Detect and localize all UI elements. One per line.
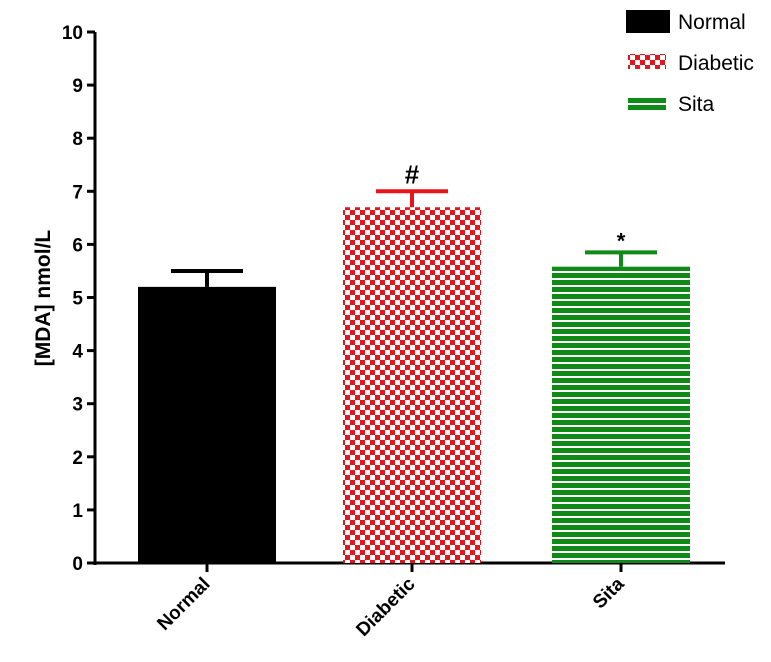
bar-diabetic [343, 207, 481, 564]
legend-label-normal: Normal [678, 11, 746, 34]
y-tick-label: 4 [72, 342, 83, 363]
legend-label-sita: Sita [678, 93, 715, 116]
category-labels-group: Normal Diabetic Sita [153, 573, 628, 640]
category-label-normal: Normal [153, 574, 214, 635]
y-tick-label: 5 [72, 289, 83, 310]
legend-swatch-sita [628, 97, 666, 111]
significance-marker: # [405, 159, 420, 189]
y-tick-label: 1 [72, 501, 83, 522]
bar-sita [552, 266, 690, 563]
annotations-group: #* [405, 159, 626, 253]
y-tick-label: 2 [72, 448, 83, 469]
error-bars-group [171, 189, 657, 287]
y-axis-label: [MDA] nmol/L [32, 230, 55, 367]
bars-group [138, 207, 690, 564]
legend: Normal Diabetic Sita [626, 10, 754, 116]
y-tick-label: 8 [72, 129, 83, 150]
legend-label-diabetic: Diabetic [678, 52, 754, 75]
y-tick-label: 7 [72, 182, 83, 203]
bar-normal [138, 286, 276, 563]
legend-swatch-normal [626, 10, 670, 33]
category-label-sita: Sita [589, 573, 629, 613]
x-axis [94, 561, 725, 572]
y-tick-label: 6 [72, 235, 83, 256]
legend-swatch-diabetic [628, 54, 666, 69]
y-tick-label: 9 [72, 76, 83, 97]
y-tick-label: 3 [72, 395, 83, 416]
significance-marker: * [617, 228, 626, 253]
y-tick-label: 0 [72, 554, 83, 575]
y-tick-label: 10 [62, 23, 83, 44]
category-label-diabetic: Diabetic [352, 573, 419, 640]
y-axis: 0 1 2 3 4 5 6 7 8 9 10 [62, 23, 97, 575]
